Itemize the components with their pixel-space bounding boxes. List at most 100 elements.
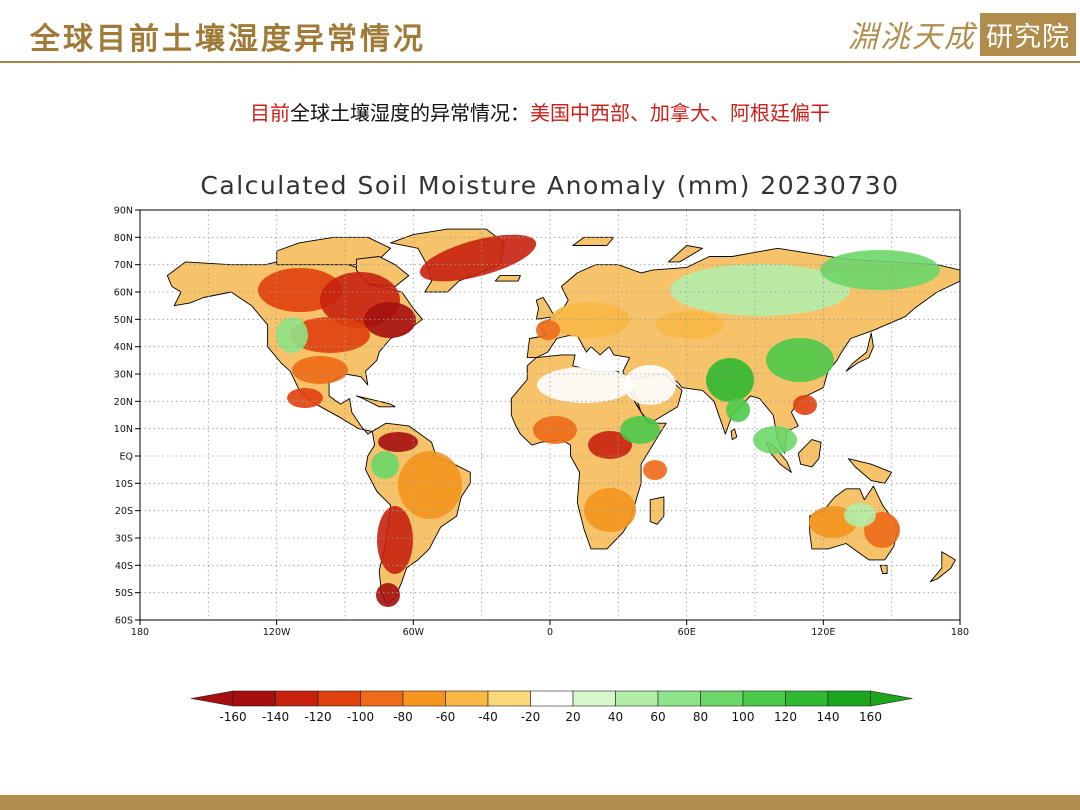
brand-logo-box: 研究院 (980, 12, 1076, 56)
lat-tick-label: 60S (115, 616, 133, 627)
anomaly-south-china-dry (793, 395, 817, 415)
lat-tick-label: 80N (114, 233, 133, 244)
lat-tick-label: 20S (115, 506, 133, 517)
anomaly-brazil-mixed (398, 451, 462, 519)
lon-tick-label: 60E (678, 627, 696, 638)
lon-tick-label: 60W (403, 627, 425, 638)
anomaly-west-africa-dry (533, 416, 577, 444)
legend-label: 20 (565, 710, 580, 724)
land-borneo (797, 439, 822, 468)
anomaly-us-west-wet (276, 317, 308, 353)
anomaly-sahara-white (537, 367, 633, 403)
brand-logo: 淵洮天成 研究院 (848, 12, 1076, 56)
anomaly-us-south-dry (292, 356, 348, 384)
map-title: Calculated Soil Moisture Anomaly (mm) 20… (200, 171, 900, 200)
lat-tick-label: 40S (115, 561, 133, 572)
legend-swatch (700, 690, 744, 707)
anomaly-kazakh-dry (656, 311, 724, 339)
legend-arrow-left (190, 690, 234, 707)
anomaly-australia-central-wet (844, 503, 876, 527)
anomaly-india-south-wet (726, 398, 750, 422)
legend-swatch (785, 690, 829, 707)
anomaly-europe-mixed (550, 302, 630, 338)
lat-tick-label: 90N (114, 206, 133, 217)
legend-swatch (402, 690, 446, 707)
land-novaya-zemlya (667, 245, 704, 263)
land-new-guinea (847, 458, 893, 484)
legend-swatch (615, 690, 659, 707)
legend-label: -40 (478, 710, 498, 724)
lon-tick-label: 180 (131, 627, 149, 638)
legend-label: -160 (219, 710, 246, 724)
subtitle-red-2: 美国中西部、加拿大、阿根廷偏干 (530, 101, 830, 125)
lon-tick-label: 0 (547, 627, 553, 638)
lat-tick-label: 30S (115, 534, 133, 545)
subtitle-red-1: 目前 (250, 101, 290, 125)
anomaly-china-wet (766, 338, 834, 382)
anomaly-greenland-dry (419, 234, 537, 282)
subtitle-black: 全球土壤湿度的异常情况： (290, 101, 530, 125)
anomaly-siberia-wet (820, 250, 940, 290)
legend-swatch (572, 690, 616, 707)
legend-swatch (360, 690, 404, 707)
header-divider (0, 61, 1080, 63)
lat-tick-label: 60N (114, 288, 133, 299)
land-madagascar (649, 496, 665, 525)
land-new-zealand (929, 551, 956, 583)
lat-tick-label: 30N (114, 370, 133, 381)
anomaly-argentina-dry (377, 506, 413, 574)
legend-swatch (275, 690, 319, 707)
legend-label: 100 (732, 710, 755, 724)
legend-arrow-right (870, 690, 913, 707)
lat-tick-label: 10S (115, 479, 133, 490)
legend-swatch (445, 690, 489, 707)
lat-tick-label: EQ (120, 452, 133, 463)
legend-swatch (827, 690, 871, 707)
land-japan (845, 332, 874, 372)
anomaly-russia-wet (670, 264, 850, 316)
legend-label: -100 (347, 710, 374, 724)
legend-swatch (742, 690, 786, 707)
lon-tick-label: 120E (811, 627, 835, 638)
lat-tick-label: 70N (114, 260, 133, 271)
footer-bar (0, 795, 1080, 810)
legend-label: 120 (774, 710, 797, 724)
legend-label: -20 (521, 710, 541, 724)
anomaly-canada-dry-east (364, 302, 416, 338)
legend-swatch (487, 690, 531, 707)
legend-label: -80 (393, 710, 413, 724)
land-tasmania (879, 564, 888, 574)
land-iceland (494, 275, 521, 282)
legend-label: 40 (608, 710, 623, 724)
legend-swatch (657, 690, 701, 707)
lat-tick-label: 10N (114, 424, 133, 435)
legend-label: -120 (304, 710, 331, 724)
legend-swatch (232, 690, 276, 707)
lon-tick-label: 180 (951, 627, 969, 638)
anomaly-amazon-north-dry (378, 432, 418, 452)
lat-tick-label: 50S (115, 588, 133, 599)
anomaly-se-asia-wet (753, 426, 797, 454)
lat-tick-label: 40N (114, 342, 133, 353)
legend-label: 80 (693, 710, 708, 724)
anomaly-us-midwest-dry (290, 317, 370, 353)
slide-subtitle: 目前全球土壤湿度的异常情况：美国中西部、加拿大、阿根廷偏干 (0, 97, 1080, 126)
slide-title: 全球目前土壤湿度异常情况 (30, 22, 426, 57)
anomaly-central-africa-wet (620, 416, 660, 444)
legend-label: -60 (436, 710, 456, 724)
anomaly-east-africa-dry (643, 460, 667, 480)
anomaly-argentina-south-dry (376, 583, 400, 607)
land-canadian-arctic (276, 236, 392, 266)
anomaly-india-wet (706, 358, 754, 402)
legend-label: 160 (859, 710, 882, 724)
legend-label: -140 (262, 710, 289, 724)
anomaly-iberia-dry (536, 320, 560, 340)
brand-logo-text: 淵洮天成 (848, 20, 976, 55)
anomaly-brazil-wet (371, 451, 399, 479)
legend-swatch (317, 690, 361, 707)
lat-tick-label: 20N (114, 397, 133, 408)
anomaly-mexico-dry (287, 388, 323, 408)
anomaly-southern-africa-dry (584, 488, 636, 532)
legend-label: 140 (817, 710, 840, 724)
